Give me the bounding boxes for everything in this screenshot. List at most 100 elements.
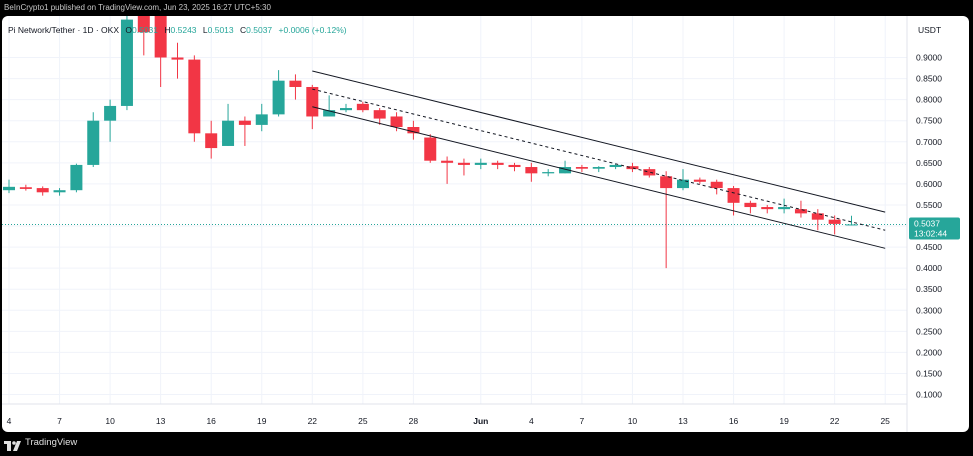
y-tick-label: 0.6000 — [916, 179, 942, 189]
x-tick-label: 13 — [156, 416, 166, 426]
candles-layer — [2, 16, 907, 269]
x-tick-label: 25 — [358, 416, 368, 426]
candle-body-up — [272, 80, 285, 115]
price-tag — [909, 217, 960, 240]
currency-label[interactable]: USDT — [918, 25, 942, 35]
chart-panel[interactable]: 0.9000 0.8500 0.8000 0.7500 0.7000 0.6500 0.60… — [2, 16, 969, 432]
candle-body-down — [390, 116, 403, 128]
candle-body-down — [643, 169, 656, 176]
x-tick-label: Jun — [473, 416, 488, 426]
x-tick-label: 7 — [57, 416, 62, 426]
candle-body-down — [811, 213, 824, 220]
price-tag-countdown: 13:02:44 — [914, 228, 947, 238]
candle-body-down — [36, 188, 49, 193]
y-tick-label: 0.5500 — [916, 200, 942, 210]
low-label: L — [202, 25, 208, 35]
candle-body-up — [845, 224, 858, 226]
y-tick-label: 0.7500 — [916, 116, 942, 126]
x-tick-label: 7 — [580, 416, 585, 426]
y-tick-label: 0.9000 — [916, 53, 942, 63]
candle-body-up — [255, 114, 268, 125]
candle-body-down — [19, 187, 32, 189]
candle-body-down — [238, 120, 251, 125]
channel-mid-line — [312, 88, 886, 231]
low-value: 0.5013 — [207, 25, 234, 35]
candle-body-down — [441, 160, 454, 163]
x-tick-label: 10 — [628, 416, 638, 426]
x-tick-label: 13 — [678, 416, 688, 426]
x-tick-label: 16 — [206, 416, 216, 426]
candle-body-down — [289, 80, 302, 87]
candle-body-down — [373, 110, 386, 119]
candle-body-down — [794, 209, 807, 214]
high-value: 0.5243 — [170, 25, 197, 35]
x-tick-label: 4 — [7, 416, 12, 426]
candle-body-down — [828, 219, 841, 224]
y-tick-label: 0.1000 — [916, 390, 942, 400]
candle-body-up — [70, 164, 83, 191]
attribution-text: BeInCrypto1 published on TradingView.com… — [4, 3, 271, 12]
candle-body-down — [407, 127, 420, 134]
y-tick-label: 0.8000 — [916, 95, 942, 105]
x-tick-label: 10 — [105, 416, 115, 426]
y-tick-label: 0.2000 — [916, 347, 942, 357]
footer-brand: TradingView — [25, 437, 78, 448]
x-tick-label: 19 — [257, 416, 267, 426]
candle-body-down — [727, 188, 740, 203]
candle-body-up — [542, 172, 555, 174]
candle-body-up — [53, 190, 66, 193]
high-label: H — [164, 25, 171, 35]
candle-body-up — [340, 108, 352, 111]
footer: TradingView — [4, 437, 78, 451]
candle-body-down — [710, 181, 723, 189]
x-tick-label: 22 — [308, 416, 318, 426]
candle-body-up — [104, 105, 117, 121]
candle-body-up — [3, 186, 15, 191]
candle-body-down — [171, 57, 184, 60]
candle-body-up — [592, 167, 605, 169]
candle-body-down — [525, 167, 538, 174]
open-value: 0.5031 — [132, 25, 159, 35]
channel-upper-line — [312, 70, 886, 213]
y-tick-label: 0.2500 — [916, 326, 942, 336]
y-tick-label: 0.7000 — [916, 137, 942, 147]
y-tick-label: 0.3000 — [916, 305, 942, 315]
candle-body-down — [744, 202, 757, 208]
y-tick-label: 0.3500 — [916, 284, 942, 294]
candle-body-down — [424, 137, 437, 161]
open-label: O — [125, 25, 133, 35]
candle-body-up — [609, 164, 622, 168]
close-value: 0.5037 — [246, 25, 273, 35]
candle-body-down — [205, 133, 218, 149]
y-tick-label: 0.8500 — [916, 74, 942, 84]
candle-body-up — [222, 120, 235, 146]
y-tick-label: 0.1500 — [916, 368, 942, 378]
symbol-legend[interactable]: Pi Network/Tether · 1D · OKX O0.5031 H0.… — [8, 25, 347, 35]
candle-body-down — [356, 103, 369, 111]
candle-body-down — [188, 59, 201, 134]
candle-body-up — [323, 110, 336, 117]
price-tag-value: 0.5037 — [914, 218, 940, 228]
candle-body-down — [626, 166, 639, 170]
tradingview-logo-icon — [4, 438, 21, 451]
symbol-title[interactable]: Pi Network/Tether · 1D · OKX — [8, 25, 120, 35]
x-tick-label: 16 — [729, 416, 739, 426]
price-chart[interactable]: 0.9000 0.8500 0.8000 0.7500 0.7000 0.6500 0.60… — [2, 16, 969, 432]
y-tick-label: 0.6500 — [916, 158, 942, 168]
x-tick-label: 19 — [779, 416, 789, 426]
candle-body-down — [306, 86, 319, 117]
candle-body-down — [154, 16, 167, 58]
candle-body-down — [575, 167, 588, 169]
candle-body-down — [508, 164, 521, 168]
candle-body-down — [491, 162, 504, 165]
candle-body-up — [87, 120, 100, 165]
x-tick-label: 22 — [830, 416, 840, 426]
candle-body-up — [778, 207, 791, 210]
candle-body-down — [457, 162, 470, 165]
candle-body-down — [693, 179, 706, 182]
x-tick-label: 4 — [529, 416, 534, 426]
candle-body-up — [677, 179, 689, 189]
y-tick-label: 0.4000 — [916, 263, 942, 273]
x-tick-label: 25 — [880, 416, 890, 426]
